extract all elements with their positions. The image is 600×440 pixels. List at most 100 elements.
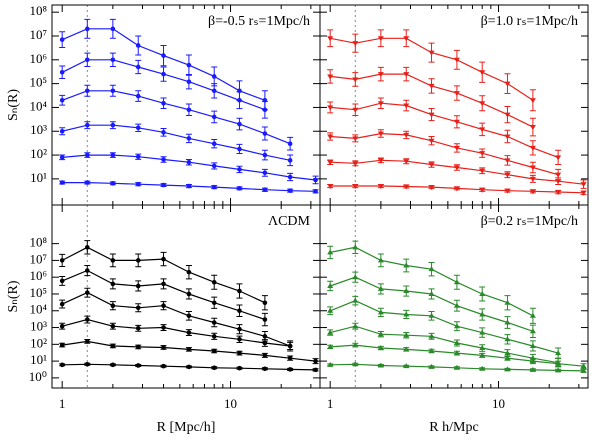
point — [237, 350, 242, 356]
panel-label: ΛCDM — [268, 214, 311, 229]
point — [428, 333, 435, 339]
point — [453, 323, 460, 329]
point — [135, 181, 141, 187]
point — [377, 36, 384, 42]
point — [237, 121, 242, 127]
x-tick-label: 1 — [59, 396, 66, 411]
point — [262, 353, 268, 358]
point — [161, 182, 166, 188]
point — [161, 325, 166, 330]
point — [479, 127, 486, 133]
point — [313, 358, 318, 364]
series-line — [62, 124, 291, 161]
point — [555, 155, 562, 161]
point — [352, 274, 359, 280]
point — [287, 355, 293, 361]
series-line — [61, 291, 291, 347]
point — [352, 184, 359, 190]
point — [327, 343, 334, 349]
point — [186, 79, 192, 85]
x-tick-label: 10 — [224, 396, 237, 411]
point — [377, 285, 384, 291]
point — [479, 151, 486, 157]
point — [186, 136, 192, 141]
point — [327, 105, 334, 111]
point — [428, 83, 435, 89]
point — [59, 155, 65, 160]
point — [529, 342, 536, 348]
point — [580, 367, 587, 373]
point — [403, 159, 410, 165]
point — [287, 343, 293, 349]
point — [403, 363, 410, 369]
point — [211, 300, 217, 306]
point — [555, 172, 562, 178]
point — [161, 345, 166, 350]
point — [479, 290, 486, 296]
point — [211, 184, 217, 190]
point — [453, 186, 460, 192]
point — [211, 334, 217, 339]
point — [186, 347, 192, 352]
series-line — [62, 318, 291, 347]
point — [529, 366, 536, 372]
point — [352, 107, 359, 113]
series-line — [330, 276, 534, 332]
series-line — [330, 325, 559, 364]
series-line — [330, 344, 584, 367]
point — [110, 26, 116, 32]
point — [186, 159, 192, 165]
point — [211, 114, 217, 120]
point — [327, 134, 334, 140]
point — [135, 363, 141, 368]
point — [352, 297, 359, 303]
point — [403, 103, 410, 109]
point — [504, 158, 511, 164]
point — [135, 125, 141, 131]
x-axis-label: R [Mpc/h] — [157, 420, 216, 435]
point — [479, 352, 486, 358]
point — [262, 317, 268, 322]
point — [237, 146, 242, 152]
point — [161, 157, 166, 162]
point — [529, 328, 536, 334]
point — [453, 57, 460, 63]
point — [262, 340, 268, 346]
point — [479, 101, 486, 107]
point — [161, 130, 166, 135]
point — [313, 367, 318, 373]
point — [85, 317, 90, 322]
point — [287, 188, 293, 193]
point — [135, 154, 141, 160]
point — [327, 329, 334, 335]
point — [110, 343, 116, 349]
point — [59, 342, 65, 348]
point — [85, 361, 90, 367]
point — [211, 320, 217, 325]
point — [504, 350, 511, 356]
x-axis-label: R h/Mpc — [429, 420, 478, 435]
point — [110, 122, 116, 128]
point — [161, 281, 166, 287]
series-line — [330, 102, 559, 158]
point — [327, 361, 334, 367]
point — [377, 345, 384, 351]
point — [529, 125, 536, 131]
point — [59, 69, 65, 75]
point — [428, 348, 435, 354]
plot-frame — [319, 4, 589, 206]
point — [161, 71, 166, 77]
point — [211, 163, 217, 169]
point — [352, 41, 359, 47]
point — [110, 152, 116, 158]
point — [504, 81, 511, 87]
point — [287, 158, 293, 163]
y-tick-label: 10⁷ — [29, 27, 47, 42]
point — [403, 72, 410, 78]
y-tick-label: 10⁶ — [29, 268, 47, 283]
point — [403, 36, 410, 42]
point — [529, 145, 536, 151]
point — [85, 339, 90, 344]
point — [237, 336, 242, 342]
